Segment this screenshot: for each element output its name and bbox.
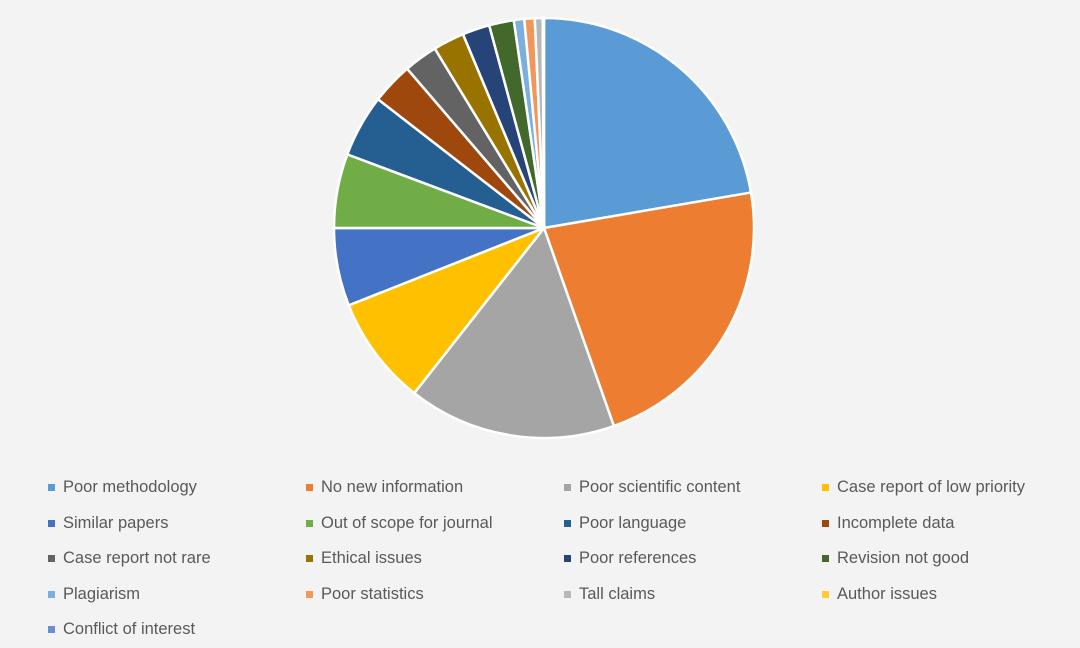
legend-swatch bbox=[306, 484, 313, 492]
legend-label: Revision not good bbox=[837, 549, 970, 568]
legend-swatch bbox=[306, 590, 313, 598]
pie-slice-conflict-of-interest bbox=[542, 16, 546, 230]
legend-label: Poor methodology bbox=[63, 478, 197, 497]
legend-label: Poor language bbox=[579, 513, 687, 532]
pie-slice-no-new-information bbox=[542, 191, 756, 428]
pie-slice-poor-methodology bbox=[542, 16, 753, 230]
legend-label: Conflict of interest bbox=[63, 620, 196, 639]
legend-label: Poor references bbox=[579, 549, 697, 568]
legend-swatch bbox=[48, 555, 55, 563]
legend-item: Poor language bbox=[564, 506, 822, 542]
pie-slice-case-report-of-low-priority bbox=[347, 226, 546, 395]
legend-item: No new information bbox=[306, 470, 564, 506]
pie-slice-poor-scientific-content bbox=[412, 226, 616, 440]
legend-item: Revision not good bbox=[822, 541, 1080, 577]
legend-swatch bbox=[822, 590, 829, 598]
pie-chart bbox=[332, 16, 756, 440]
legend-swatch bbox=[48, 519, 55, 527]
legend-item: Poor scientific content bbox=[564, 470, 822, 506]
legend-item: Case report not rare bbox=[48, 541, 306, 577]
legend-label: No new information bbox=[321, 478, 464, 497]
legend-swatch bbox=[822, 555, 829, 563]
legend-label: Plagiarism bbox=[63, 584, 141, 603]
legend-item: Poor methodology bbox=[48, 470, 306, 506]
legend-item: Out of scope for journal bbox=[306, 506, 564, 542]
legend-item: Incomplete data bbox=[822, 506, 1080, 542]
legend-swatch bbox=[564, 555, 571, 563]
legend-item: Conflict of interest bbox=[48, 612, 306, 648]
legend-swatch bbox=[564, 590, 571, 598]
legend-label: Case report of low priority bbox=[837, 478, 1025, 497]
legend-item: Author issues bbox=[822, 577, 1080, 613]
legend-label: Poor scientific content bbox=[579, 478, 741, 497]
legend-swatch bbox=[48, 590, 55, 598]
legend-item: Tall claims bbox=[564, 577, 822, 613]
legend-label: Ethical issues bbox=[321, 549, 422, 568]
legend-item: Poor references bbox=[564, 541, 822, 577]
legend-swatch bbox=[564, 519, 571, 527]
legend-swatch bbox=[822, 484, 829, 492]
legend-label: Incomplete data bbox=[837, 513, 955, 532]
legend-swatch bbox=[564, 484, 571, 492]
legend-swatch bbox=[306, 519, 313, 527]
legend-label: Author issues bbox=[837, 584, 937, 603]
legend-swatch bbox=[822, 519, 829, 527]
legend-item: Plagiarism bbox=[48, 577, 306, 613]
legend-label: Similar papers bbox=[63, 513, 169, 532]
legend-item: Poor statistics bbox=[306, 577, 564, 613]
legend-item: Case report of low priority bbox=[822, 470, 1080, 506]
chart-legend: Poor methodology No new information Poor s… bbox=[48, 470, 1080, 648]
legend-label: Case report not rare bbox=[63, 549, 211, 568]
legend-swatch bbox=[48, 484, 55, 492]
legend-label: Tall claims bbox=[579, 584, 656, 603]
legend-label: Poor statistics bbox=[321, 584, 424, 603]
legend-label: Out of scope for journal bbox=[321, 513, 493, 532]
legend-swatch bbox=[48, 626, 55, 634]
legend-item: Ethical issues bbox=[306, 541, 564, 577]
legend-swatch bbox=[306, 555, 313, 563]
legend-item: Similar papers bbox=[48, 506, 306, 542]
